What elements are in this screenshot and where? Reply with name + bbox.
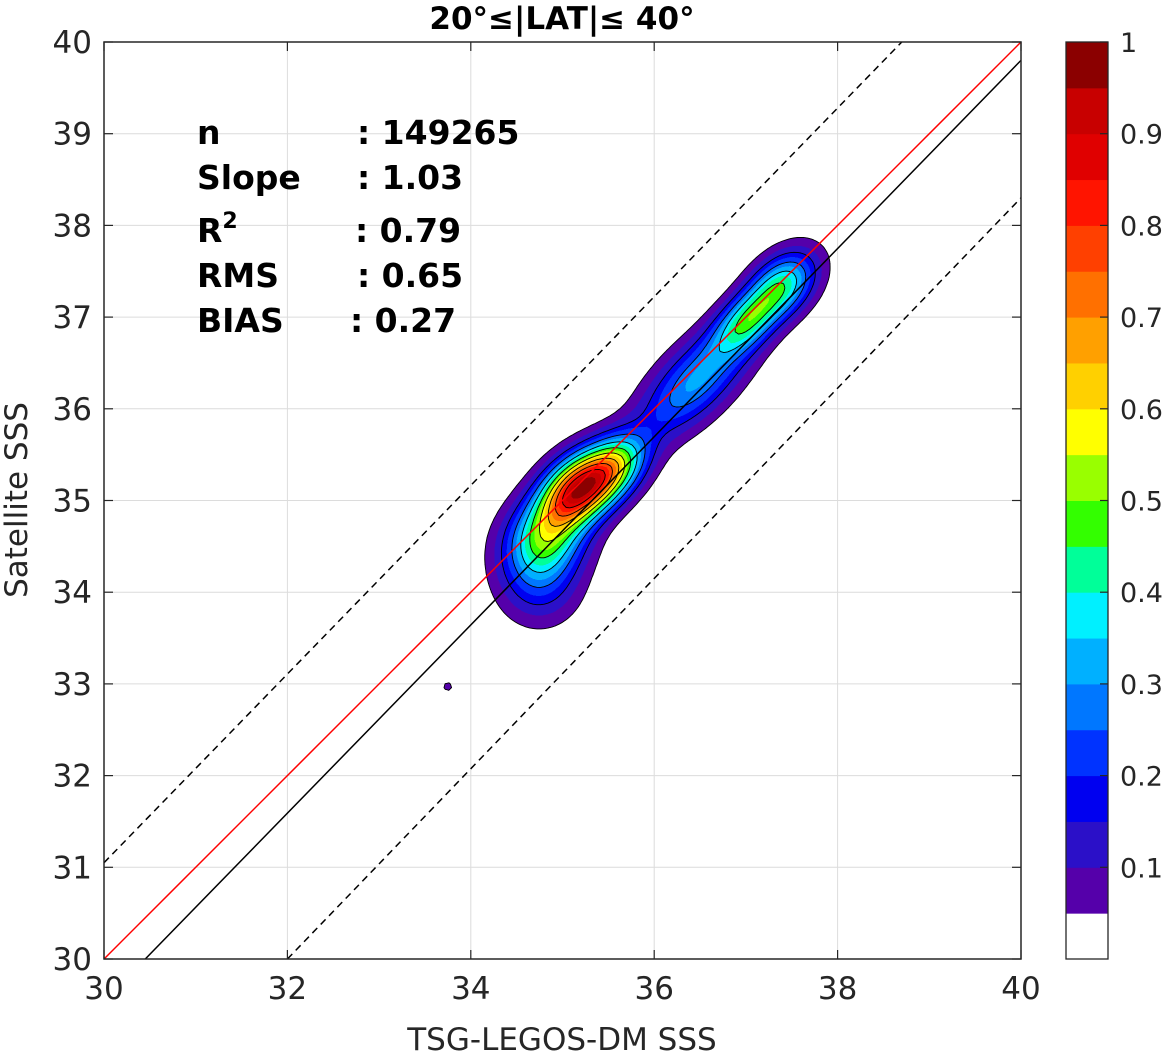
x-tick-label: 34 (451, 971, 490, 1007)
lower-bound-line (286, 197, 1021, 959)
y-tick-label: 40 (53, 25, 92, 61)
upper-bound-line (104, 42, 903, 864)
stat-label-rms: RMS (197, 256, 279, 295)
regression-line (144, 59, 1021, 959)
colorbar-segment (1066, 729, 1108, 777)
x-tick-label: 40 (1001, 971, 1040, 1007)
stat-value-r: : 0.79 (355, 211, 461, 250)
stat-label-slope: Slope (197, 158, 301, 197)
colorbar-segment (1066, 271, 1108, 318)
colorbar-tick-label: 0.5 (1120, 487, 1163, 518)
stat-label-n: n (197, 113, 221, 152)
y-tick-label: 31 (53, 850, 92, 886)
stat-label-superscript: 2 (222, 209, 237, 234)
stat-label-bias: BIAS (197, 301, 284, 340)
colorbar-segment (1066, 500, 1108, 547)
colorbar-segment (1066, 638, 1108, 685)
x-axis-label: TSG-LEGOS-DM SSS (406, 1022, 716, 1055)
stat-value-rms: : 0.65 (357, 256, 463, 295)
colorbar-segment (1066, 913, 1108, 960)
y-tick-label: 32 (53, 759, 92, 795)
x-tick-label: 30 (84, 971, 123, 1007)
colorbar-tick-label: 0.9 (1120, 120, 1163, 151)
axis-ticks: 30 32 34 36 38 40 30 31 32 33 34 35 36 37 38 39 40 (53, 25, 1041, 1007)
colorbar-segment (1066, 454, 1108, 501)
contour-line-0.15 (500, 251, 816, 606)
y-tick-label: 34 (53, 575, 92, 611)
stat-value-slope: : 1.03 (357, 158, 463, 197)
y-tick-label: 30 (53, 942, 92, 978)
contour-line-0.65 (547, 457, 620, 527)
y-tick-label: 38 (53, 208, 92, 244)
contour-line-0.05 (443, 236, 831, 691)
colorbar-segment (1066, 592, 1108, 639)
y-axis-label: Satellite SSS (0, 402, 35, 598)
colorbar: 0.1 0.2 0.3 0.4 0.5 0.6 0.7 0.8 0.9 1 (1065, 28, 1163, 960)
contour-line-0.55 (539, 452, 626, 542)
colorbar-segment (1066, 546, 1108, 593)
y-tick-label: 33 (53, 667, 92, 703)
colorbar-tick-label: 0.3 (1120, 670, 1163, 701)
colorbar-segment (1066, 225, 1108, 272)
colorbar-segment (1066, 179, 1108, 226)
colorbar-tick-label: 0.4 (1120, 578, 1163, 609)
chart-title: 20°≤|LAT|≤ 40° (429, 1, 694, 37)
colorbar-segment (1066, 867, 1108, 914)
x-tick-label: 32 (268, 971, 307, 1007)
reference-lines (104, 42, 1021, 959)
colorbar-segment (1066, 408, 1108, 456)
colorbar-segment (1066, 775, 1108, 822)
x-tick-label: 38 (818, 971, 857, 1007)
x-tick-label: 36 (634, 971, 673, 1007)
colorbar-tick-label: 0.6 (1120, 395, 1163, 426)
colorbar-segment (1066, 87, 1108, 135)
statistics-panel: n : 149265 Slope : 1.03 R2 : 0.79 RMS : 0.65 BIA… (197, 113, 519, 340)
stat-label-r: R2 (197, 209, 238, 250)
colorbar-tick-label: 0.8 (1120, 211, 1163, 242)
y-tick-label: 39 (53, 117, 92, 153)
stat-value-n: : 149265 (357, 113, 519, 152)
colorbar-tick-label: 0.2 (1120, 762, 1163, 793)
colorbar-tick-label: 1 (1120, 28, 1137, 59)
colorbar-segment (1066, 821, 1108, 868)
colorbar-segment (1066, 133, 1108, 181)
colorbar-segment (1066, 42, 1108, 89)
y-tick-label: 37 (53, 300, 92, 336)
y-tick-label: 36 (53, 392, 92, 428)
colorbar-tick-label: 0.7 (1120, 303, 1163, 334)
contour-line-0.85 (561, 469, 606, 509)
colorbar-segment (1066, 362, 1108, 410)
one-to-one-line (104, 42, 1021, 959)
colorbar-segment (1066, 317, 1108, 364)
colorbar-tick-label: 0.1 (1120, 853, 1163, 884)
colorbar-segment (1066, 683, 1108, 731)
contour-line-0.45 (529, 282, 786, 559)
y-tick-label: 35 (53, 484, 92, 520)
stat-value-bias: : 0.27 (350, 301, 456, 340)
